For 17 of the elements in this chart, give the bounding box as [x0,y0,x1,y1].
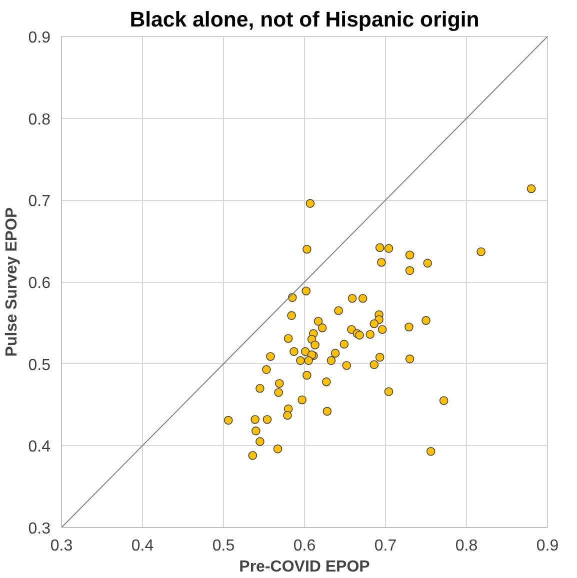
y-tick-label: 0.9 [28,30,51,46]
x-tick-label: 0.5 [212,538,235,554]
x-tick-label: 0.3 [50,538,73,554]
y-tick-label: 0.3 [28,520,51,538]
y-tick-label: 0.4 [28,438,51,456]
chart-title: Black alone, not of Hispanic origin [130,8,480,32]
x-tick-label: 0.7 [374,538,397,554]
x-tick-label: 0.4 [131,538,154,554]
x-tick-label: 0.9 [536,538,559,554]
x-axis-title: Pre-COVID EPOP [239,558,370,576]
y-tick-label: 0.7 [28,193,51,210]
y-tick-label: 0.8 [28,111,51,128]
y-tick-label: 0.6 [28,275,51,292]
y-axis-title: Pulse Survey EPOP [3,206,20,357]
x-tick-label: 0.6 [293,538,316,554]
x-tick-label: 0.8 [455,538,478,554]
y-tick-label: 0.5 [28,356,51,374]
